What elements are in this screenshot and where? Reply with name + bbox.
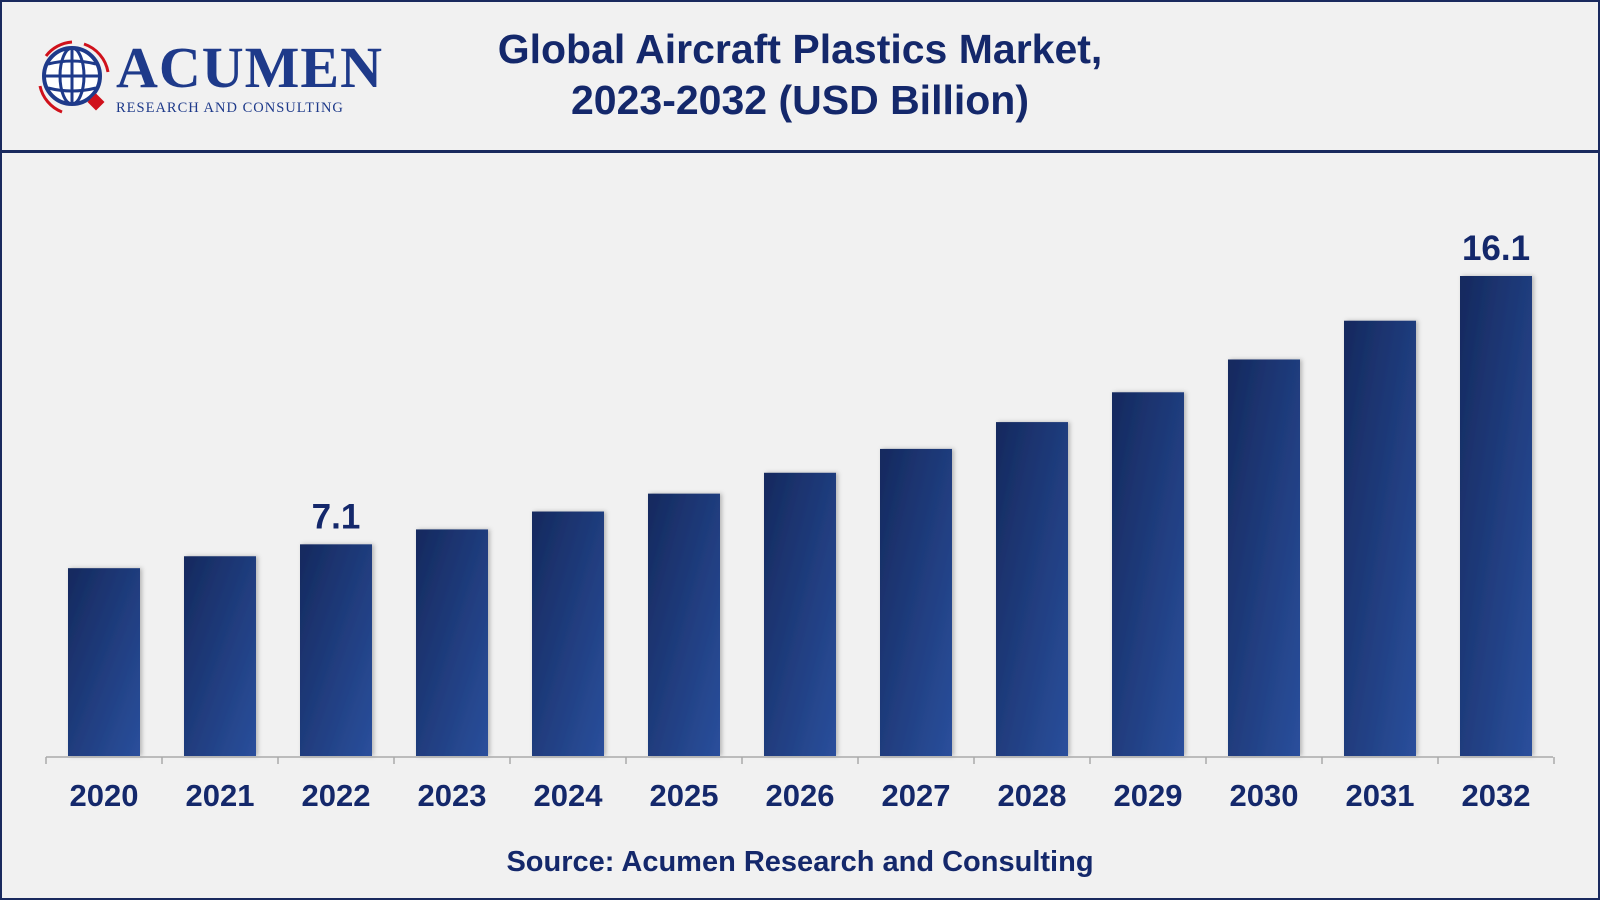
bar-2029	[1112, 392, 1184, 756]
x-tick-label: 2031	[1346, 778, 1415, 813]
x-tick-label: 2032	[1462, 778, 1531, 813]
bar-2023	[416, 529, 488, 756]
bar-2028	[996, 422, 1068, 756]
bar-2032	[1460, 276, 1532, 756]
x-tick-label: 2029	[1114, 778, 1183, 813]
header-divider	[0, 150, 1600, 153]
x-tick-label: 2028	[998, 778, 1067, 813]
x-tick-label: 2026	[766, 778, 835, 813]
logo-wordmark: ACUMEN	[116, 35, 383, 100]
x-tick-label: 2024	[534, 778, 604, 813]
bar-2027	[880, 448, 952, 756]
x-tick-label: 2027	[882, 778, 951, 813]
bar-2030	[1228, 359, 1300, 756]
logo-tagline: RESEARCH AND CONSULTING	[116, 100, 344, 116]
data-label-2032: 16.1	[1462, 229, 1530, 268]
x-tick-label: 2030	[1230, 778, 1299, 813]
bar-2025	[648, 493, 720, 756]
bar-2020	[68, 568, 140, 756]
globe-icon	[38, 40, 110, 114]
x-tick-label: 2020	[70, 778, 139, 813]
source-note: Source: Acumen Research and Consulting	[506, 846, 1094, 878]
acumen-logo: ACUMEN RESEARCH AND CONSULTING	[32, 36, 382, 120]
bar-2021	[184, 556, 256, 756]
title-line-2: 2023-2032 (USD Billion)	[571, 77, 1029, 123]
data-label-2022: 7.1	[312, 497, 361, 536]
bar-2026	[764, 472, 836, 756]
x-tick-label: 2021	[186, 778, 255, 813]
chart-title: Global Aircraft Plastics Market, 2023-20…	[380, 24, 1220, 126]
x-tick-label: 2025	[650, 778, 719, 813]
bar-2024	[532, 511, 604, 756]
bar-2031	[1344, 320, 1416, 756]
x-tick-label: 2023	[418, 778, 487, 813]
title-line-1: Global Aircraft Plastics Market,	[497, 26, 1103, 72]
x-tick-label: 2022	[302, 778, 371, 813]
bar-2022	[300, 544, 372, 756]
